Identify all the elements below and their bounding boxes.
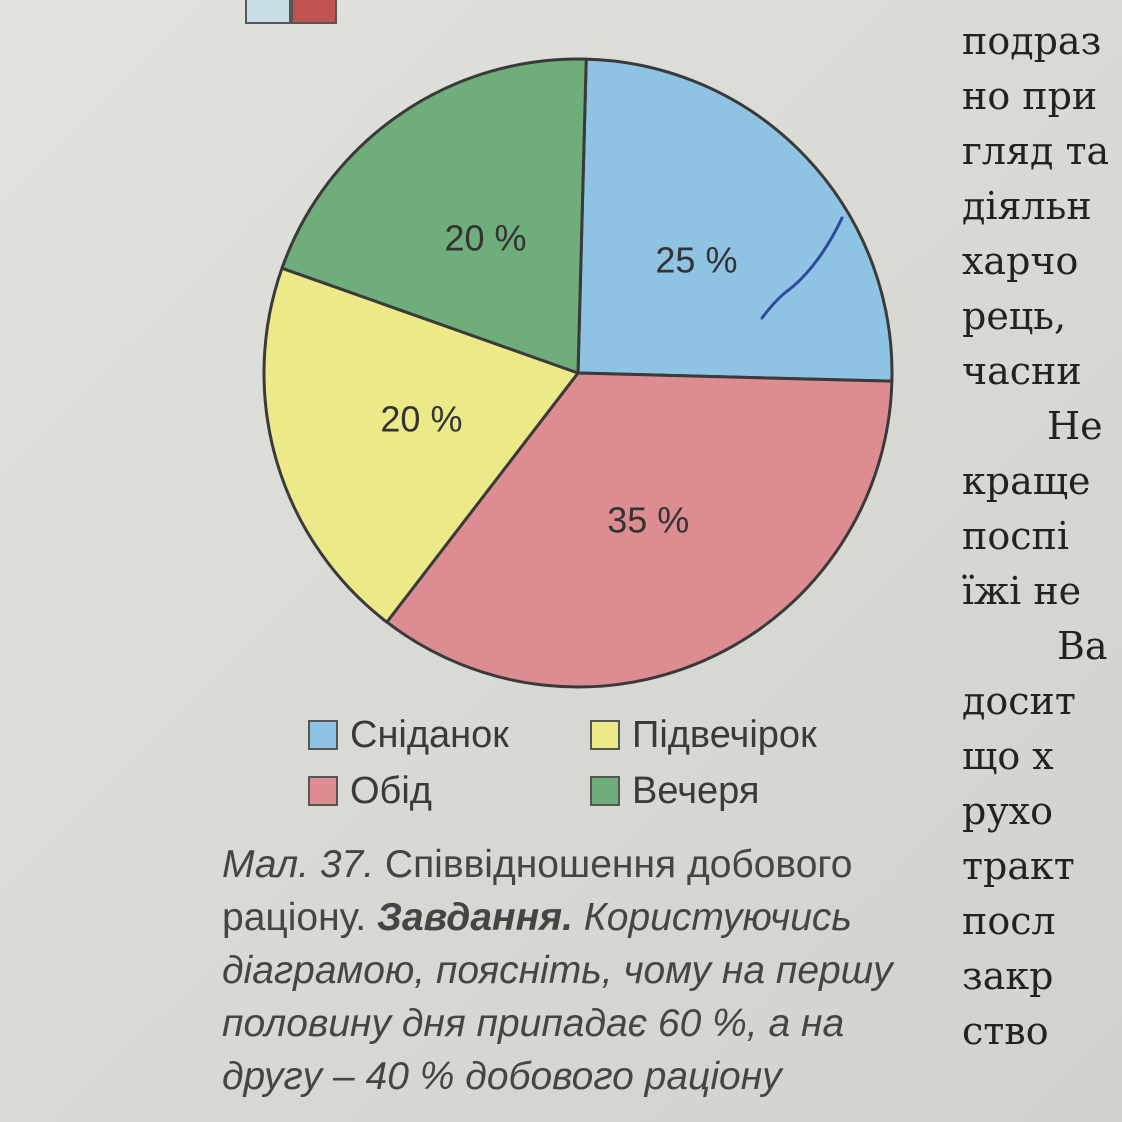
- side-text-line: Ва: [1057, 624, 1108, 668]
- side-text-line: ство: [962, 1009, 1049, 1053]
- legend-swatch-afternoon-snack: [590, 720, 620, 750]
- side-text-line: діяльн: [962, 184, 1092, 228]
- legend-label-lunch: Обід: [350, 769, 432, 812]
- side-text-line: краще: [962, 459, 1091, 503]
- pie-value-label-afternoon-snack: 20 %: [380, 398, 462, 439]
- side-text-line: рець,: [962, 294, 1067, 338]
- task-label: Завдання.: [376, 896, 573, 939]
- pie-slice-lunch: [385, 371, 894, 689]
- side-text-line: гляд та: [962, 129, 1110, 173]
- legend-label-afternoon-snack: Підвечірок: [632, 713, 817, 756]
- pie-value-label-dinner: 20 %: [444, 217, 526, 258]
- side-text-line: рухо: [962, 789, 1053, 833]
- legend-item-breakfast: Сніданок: [308, 712, 590, 758]
- side-text-line: харчо: [962, 239, 1079, 283]
- pie-slice-breakfast: [576, 57, 894, 383]
- top-color-swatches: [245, 0, 337, 24]
- legend-item-afternoon-snack: Підвечірок: [590, 712, 872, 758]
- figure-title: Співвідношення добового раціону.: [222, 843, 853, 939]
- adjacent-column-text: подраз но при гляд та діяльн харчо рець,…: [962, 14, 1122, 1059]
- figure-caption: Мал. 37. Співвідношення добового раціону…: [222, 838, 952, 1103]
- legend-item-lunch: Обід: [308, 768, 590, 814]
- side-text-line: їжі не: [962, 569, 1082, 613]
- pie-value-label-breakfast: 25 %: [655, 240, 737, 281]
- task-text: Користуючись діаграмою, поясніть, чому н…: [222, 896, 893, 1098]
- side-text-line: тракт: [962, 844, 1075, 888]
- side-text-line: поспі: [962, 514, 1069, 558]
- legend-swatch-breakfast: [308, 720, 338, 750]
- side-text-line: часни: [962, 349, 1082, 393]
- legend-swatch-lunch: [308, 776, 338, 806]
- figure-label: Мал. 37.: [222, 843, 375, 886]
- legend-label-dinner: Вечеря: [632, 769, 760, 812]
- side-text-line: досит: [962, 679, 1076, 723]
- side-text-line: но при: [962, 74, 1098, 118]
- red-swatch: [291, 0, 337, 24]
- side-text-line: що х: [962, 734, 1054, 778]
- light-blue-swatch: [245, 0, 291, 24]
- legend-swatch-dinner: [590, 776, 620, 806]
- pie-value-labels: 25 % 35 % 20 % 20 %: [380, 217, 737, 540]
- side-text-line: посл: [962, 899, 1056, 943]
- legend-item-dinner: Вечеря: [590, 768, 872, 814]
- pie-slice-afternoon-snack: [262, 266, 580, 624]
- pie-slices: [262, 57, 894, 689]
- pie-slice-dinner: [280, 57, 588, 375]
- side-text-line: Не: [1047, 404, 1103, 448]
- legend-label-breakfast: Сніданок: [350, 713, 509, 756]
- side-text-line: закр: [962, 954, 1054, 998]
- chart-legend: Сніданок Підвечірок Обід Вечеря: [308, 712, 888, 814]
- pie-value-label-lunch: 35 %: [607, 499, 689, 540]
- side-text-line: подраз: [962, 19, 1102, 63]
